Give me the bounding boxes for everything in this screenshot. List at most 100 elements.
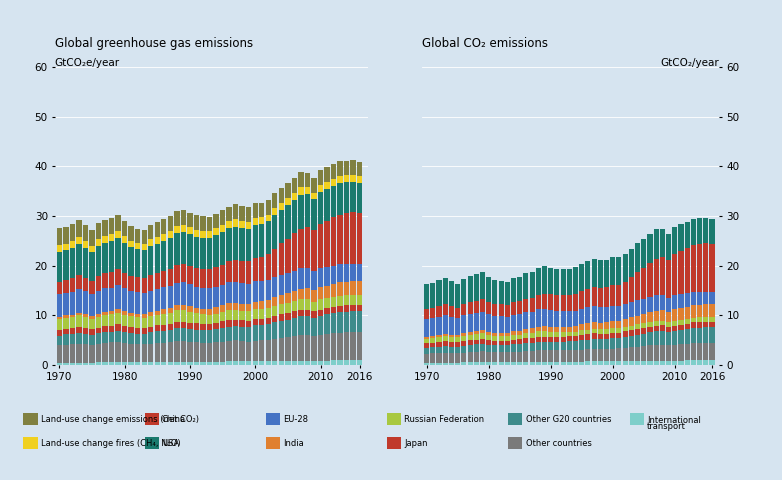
Bar <box>63 363 69 365</box>
Bar <box>622 327 628 332</box>
Bar <box>635 335 640 347</box>
Bar <box>523 299 529 312</box>
Bar <box>424 348 429 354</box>
Bar <box>142 278 147 293</box>
Bar <box>579 291 584 309</box>
Bar <box>220 312 225 321</box>
Bar <box>102 288 108 312</box>
Bar <box>604 307 609 323</box>
Bar <box>591 361 597 365</box>
Bar <box>536 350 541 362</box>
Bar <box>272 361 278 365</box>
Bar <box>430 343 436 348</box>
Bar <box>542 294 547 309</box>
Bar <box>610 286 615 306</box>
Bar <box>436 280 442 306</box>
Bar <box>517 344 522 352</box>
Bar <box>285 313 291 320</box>
Bar <box>641 334 646 346</box>
Bar <box>56 228 62 245</box>
Bar <box>616 348 622 361</box>
Bar <box>200 269 206 288</box>
Bar <box>468 340 472 345</box>
Bar <box>128 276 134 291</box>
Bar <box>181 282 186 305</box>
Bar <box>424 363 429 365</box>
Bar <box>135 313 140 317</box>
Bar <box>233 326 239 340</box>
Bar <box>220 321 225 328</box>
Bar <box>253 225 258 258</box>
Bar <box>259 340 264 361</box>
Bar <box>660 325 665 331</box>
Bar <box>63 293 69 315</box>
Bar <box>691 327 696 343</box>
Bar <box>523 312 529 329</box>
Bar <box>83 362 88 365</box>
Bar <box>305 316 310 335</box>
Bar <box>684 360 690 365</box>
Bar <box>679 324 683 330</box>
Bar <box>647 312 652 322</box>
Bar <box>517 314 522 331</box>
Bar <box>610 348 615 361</box>
Bar <box>622 348 628 361</box>
Bar <box>213 228 219 235</box>
Bar <box>436 317 442 335</box>
Bar <box>246 312 251 321</box>
Bar <box>673 345 677 360</box>
Bar <box>213 267 219 287</box>
Bar <box>70 240 75 248</box>
Bar <box>181 210 186 225</box>
Bar <box>292 192 297 200</box>
Bar <box>233 320 239 326</box>
Bar <box>424 336 429 338</box>
Text: USA: USA <box>162 439 179 447</box>
Bar <box>116 331 120 342</box>
Bar <box>629 277 634 302</box>
Bar <box>83 225 88 241</box>
Bar <box>684 222 690 248</box>
Bar <box>194 324 199 330</box>
Bar <box>604 323 609 329</box>
Bar <box>174 362 180 365</box>
Bar <box>63 329 69 335</box>
Bar <box>200 288 206 309</box>
Bar <box>455 362 460 365</box>
Bar <box>76 237 81 244</box>
Bar <box>325 314 330 334</box>
Bar <box>511 278 516 302</box>
Bar <box>96 223 101 239</box>
Bar <box>430 336 436 338</box>
Bar <box>142 345 147 362</box>
Bar <box>579 330 584 335</box>
Bar <box>338 215 343 264</box>
Bar <box>325 189 330 221</box>
Bar <box>102 343 108 362</box>
Bar <box>239 283 245 304</box>
Bar <box>554 332 559 337</box>
Bar <box>246 207 251 222</box>
Bar <box>325 360 330 365</box>
Bar <box>227 320 231 327</box>
Bar <box>597 323 603 329</box>
Bar <box>597 288 603 307</box>
Bar <box>292 312 297 318</box>
Bar <box>102 274 108 288</box>
Bar <box>357 311 362 332</box>
Bar <box>461 336 466 341</box>
Bar <box>338 360 343 365</box>
Bar <box>206 216 212 231</box>
Bar <box>102 243 108 274</box>
Bar <box>586 323 590 330</box>
Bar <box>579 264 584 291</box>
Bar <box>56 319 62 330</box>
Bar <box>443 334 448 336</box>
Bar <box>174 211 180 226</box>
Bar <box>135 328 140 334</box>
Bar <box>641 346 646 361</box>
Bar <box>278 295 284 304</box>
Bar <box>709 219 715 244</box>
Bar <box>591 323 597 329</box>
Bar <box>455 337 460 342</box>
